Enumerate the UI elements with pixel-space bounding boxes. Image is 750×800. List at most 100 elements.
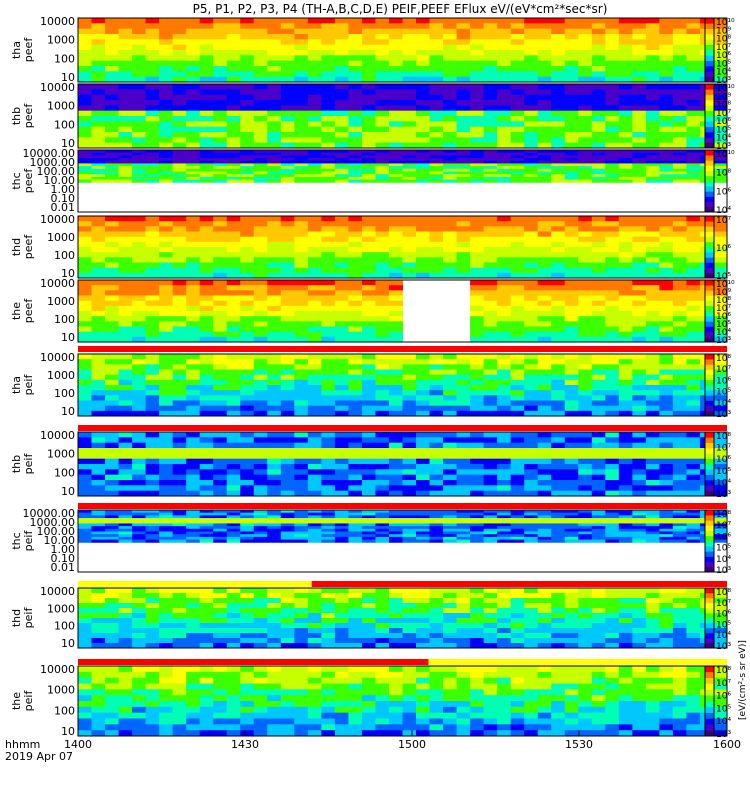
heatmap-cell bbox=[361, 316, 376, 322]
heatmap-cell bbox=[226, 160, 241, 164]
heatmap-cell bbox=[524, 300, 539, 307]
colorbar-tick-label: 10⁶ bbox=[716, 244, 731, 254]
heatmap-cell bbox=[416, 432, 431, 438]
heatmap-cell bbox=[659, 280, 674, 286]
heatmap-cell bbox=[159, 71, 174, 78]
heatmap-cell bbox=[253, 116, 268, 122]
heatmap-cell bbox=[267, 174, 282, 178]
colorbar-swatch bbox=[705, 116, 714, 122]
heatmap-cell bbox=[159, 369, 174, 376]
heatmap-cell bbox=[605, 171, 620, 175]
heatmap-cell bbox=[226, 126, 241, 133]
heatmap-cell bbox=[334, 480, 349, 486]
heatmap-cell bbox=[510, 490, 525, 497]
heatmap-cell bbox=[524, 321, 539, 327]
heatmap-cell bbox=[307, 152, 322, 156]
heatmap-cell bbox=[159, 359, 174, 365]
heatmap-cell bbox=[159, 316, 174, 322]
heatmap-cell bbox=[659, 385, 674, 391]
heatmap-cell bbox=[416, 369, 431, 376]
heatmap-cell bbox=[294, 44, 309, 51]
heatmap-cell bbox=[470, 262, 485, 269]
heatmap-cell bbox=[199, 241, 214, 248]
heatmap-cell bbox=[443, 536, 458, 541]
heatmap-cell bbox=[280, 331, 295, 338]
heatmap-cell bbox=[240, 23, 255, 30]
heatmap-cell bbox=[483, 518, 498, 522]
heatmap-cell bbox=[159, 638, 174, 644]
heatmap-cell bbox=[470, 236, 485, 243]
heatmap-cell bbox=[267, 179, 282, 183]
colorbar-swatch bbox=[705, 541, 714, 547]
heatmap-cell bbox=[605, 364, 620, 370]
colorbar-swatch bbox=[705, 432, 714, 438]
heatmap-cell bbox=[524, 66, 539, 72]
heatmap-cell bbox=[132, 437, 147, 444]
heatmap-cell bbox=[659, 84, 674, 90]
heatmap-cell bbox=[361, 150, 376, 154]
heatmap-cell bbox=[280, 359, 295, 365]
heatmap-cell bbox=[361, 126, 376, 133]
heatmap-cell bbox=[280, 236, 295, 243]
heatmap-cell bbox=[618, 464, 633, 470]
heatmap-cell bbox=[348, 39, 363, 46]
heatmap-cell bbox=[199, 257, 214, 263]
heatmap-cell bbox=[524, 152, 539, 156]
heatmap-cell bbox=[456, 44, 471, 51]
heatmap-cell bbox=[524, 305, 539, 312]
heatmap-cell bbox=[213, 300, 228, 307]
heatmap-cell bbox=[605, 158, 620, 162]
heatmap-cell bbox=[159, 247, 174, 253]
heatmap-cell bbox=[388, 174, 403, 178]
heatmap-cell bbox=[118, 518, 133, 522]
heatmap-cell bbox=[497, 480, 512, 486]
heatmap-cell bbox=[456, 395, 471, 401]
heatmap-cell bbox=[672, 354, 687, 360]
y-tick-label: 10000 bbox=[40, 351, 75, 364]
heatmap-cell bbox=[105, 39, 120, 46]
heatmap-cell bbox=[605, 257, 620, 263]
heatmap-cell bbox=[578, 474, 593, 481]
colorbar-tick-label: 10⁶ bbox=[716, 455, 731, 465]
heatmap-cell bbox=[375, 305, 390, 312]
heatmap-cell bbox=[186, 400, 201, 407]
heatmap-cell bbox=[334, 410, 349, 417]
heatmap-cell bbox=[524, 176, 539, 181]
heatmap-cell bbox=[159, 142, 174, 149]
heatmap-cell bbox=[537, 285, 552, 291]
heatmap-cell bbox=[713, 485, 728, 492]
heatmap-cell bbox=[118, 300, 133, 307]
heatmap-cell bbox=[145, 226, 160, 232]
heatmap-cell bbox=[348, 480, 363, 486]
colorbar-tick-label: 10⁵ bbox=[716, 388, 731, 398]
heatmap-cell bbox=[267, 176, 282, 181]
heatmap-cell bbox=[307, 374, 322, 381]
heatmap-cell bbox=[321, 160, 336, 164]
heatmap-cell bbox=[578, 137, 593, 144]
heatmap-cell bbox=[686, 520, 701, 524]
heatmap-cell bbox=[186, 262, 201, 269]
heatmap-cell bbox=[199, 523, 214, 527]
heatmap-cell bbox=[267, 110, 282, 117]
heatmap-cell bbox=[280, 311, 295, 317]
heatmap-cell bbox=[483, 71, 498, 78]
heatmap-cell bbox=[240, 369, 255, 376]
heatmap-cell bbox=[226, 608, 241, 614]
heatmap-cell bbox=[145, 280, 160, 286]
heatmap-cell bbox=[605, 100, 620, 106]
heatmap-cell bbox=[132, 331, 147, 338]
heatmap-cell bbox=[159, 512, 174, 516]
heatmap-cell bbox=[483, 174, 498, 178]
heatmap-cell bbox=[253, 247, 268, 253]
heatmap-cell bbox=[280, 474, 295, 481]
heatmap-cell bbox=[510, 469, 525, 476]
heatmap-cell bbox=[632, 66, 647, 72]
heatmap-cell bbox=[443, 453, 458, 460]
heatmap-cell bbox=[91, 613, 106, 619]
heatmap-cell bbox=[240, 176, 255, 181]
heatmap-cell bbox=[172, 613, 187, 619]
heatmap-cell bbox=[591, 66, 606, 72]
heatmap-cell bbox=[497, 390, 512, 396]
heatmap-cell bbox=[91, 321, 106, 327]
heatmap-cell bbox=[91, 280, 106, 286]
